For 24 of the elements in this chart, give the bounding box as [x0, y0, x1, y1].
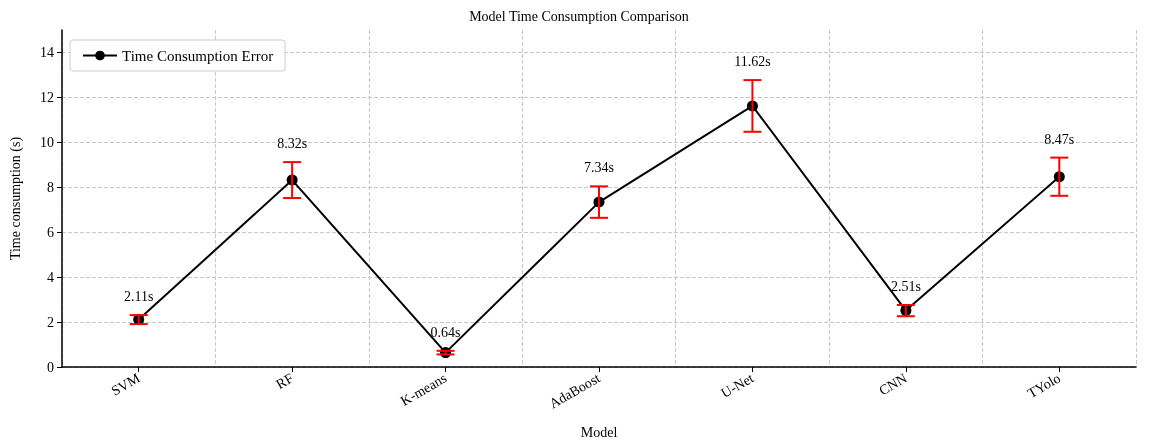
x-axis-title: Model [580, 424, 618, 440]
y-tick-label: 10 [40, 134, 54, 150]
y-tick-label: 2 [47, 314, 54, 330]
legend-label: Time Consumption Error [122, 47, 274, 64]
data-label: 8.32s [277, 136, 308, 152]
x-tick-label: SVM [108, 370, 143, 399]
y-axis-title: Time consumption (s) [7, 136, 24, 261]
y-tick-label: 0 [47, 359, 54, 375]
x-tick-label: RF [273, 370, 297, 393]
x-tick-label: U-Net [718, 370, 757, 401]
data-label: 0.64s [430, 324, 461, 340]
y-tick-label: 6 [47, 224, 54, 240]
y-tick-label: 4 [47, 269, 54, 285]
data-label: 2.11s [124, 289, 154, 305]
chart-title: Model Time Consumption Comparison [469, 8, 689, 24]
data-label: 7.34s [584, 160, 614, 176]
data-label: 8.47s [1044, 131, 1075, 147]
x-tick-label: TYolo [1025, 370, 1064, 402]
y-tick-label: 8 [47, 179, 54, 195]
y-tick-label: 14 [40, 44, 54, 60]
data-label: 11.62s [734, 54, 771, 70]
x-tick-label: CNN [876, 370, 910, 399]
data-label: 2.51s [890, 278, 921, 294]
y-tick-label: 12 [40, 89, 54, 105]
